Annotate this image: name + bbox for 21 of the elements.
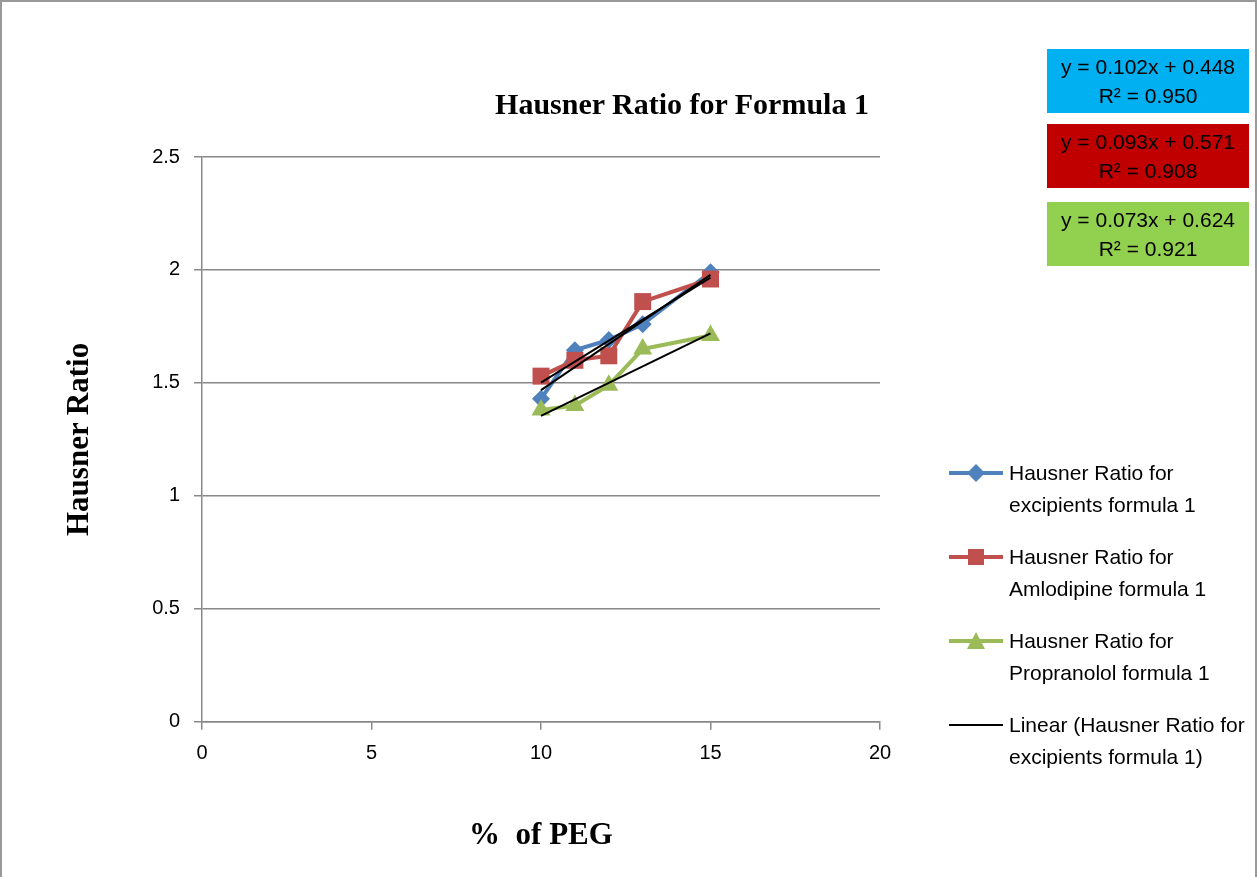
x-tick-label: 5 xyxy=(365,741,378,764)
y-tick-label: 1 xyxy=(168,483,180,506)
chart-title: Hausner Ratio for Formula 1 xyxy=(494,87,870,121)
legend-label: Hausner Ratio for Propranolol formula 1 xyxy=(1009,628,1211,686)
legend-label: Linear (Hausner Ratio for excipients formula 1) xyxy=(1009,712,1246,770)
y-axis-title: Hausner Ratio xyxy=(59,342,95,536)
x-tick-label: 15 xyxy=(699,741,722,764)
x-tick-label: 20 xyxy=(868,741,892,764)
y-tick-label: 2.5 xyxy=(152,144,180,167)
y-tick-label: 0.5 xyxy=(152,596,180,619)
y-tick-label: 0 xyxy=(168,709,180,732)
y-tick-label: 1.5 xyxy=(152,370,180,393)
legend-label: Hausner Ratio for excipients formula 1 xyxy=(1009,460,1197,518)
text: y = 0.073x + 0.624 R² = 0.921 xyxy=(1047,202,1249,266)
y-tick-label: 2 xyxy=(168,257,180,280)
text: y = 0.102x + 0.448 R² = 0.950 xyxy=(1047,49,1249,113)
x-tick-label: 10 xyxy=(529,741,553,764)
text: y = 0.093x + 0.571 R² = 0.908 xyxy=(1047,124,1249,188)
legend-label: Hausner Ratio for Amlodipine formula 1 xyxy=(1009,544,1208,602)
x-axis-title: % of PEG xyxy=(469,816,613,852)
x-tick-label: 0 xyxy=(196,741,208,764)
